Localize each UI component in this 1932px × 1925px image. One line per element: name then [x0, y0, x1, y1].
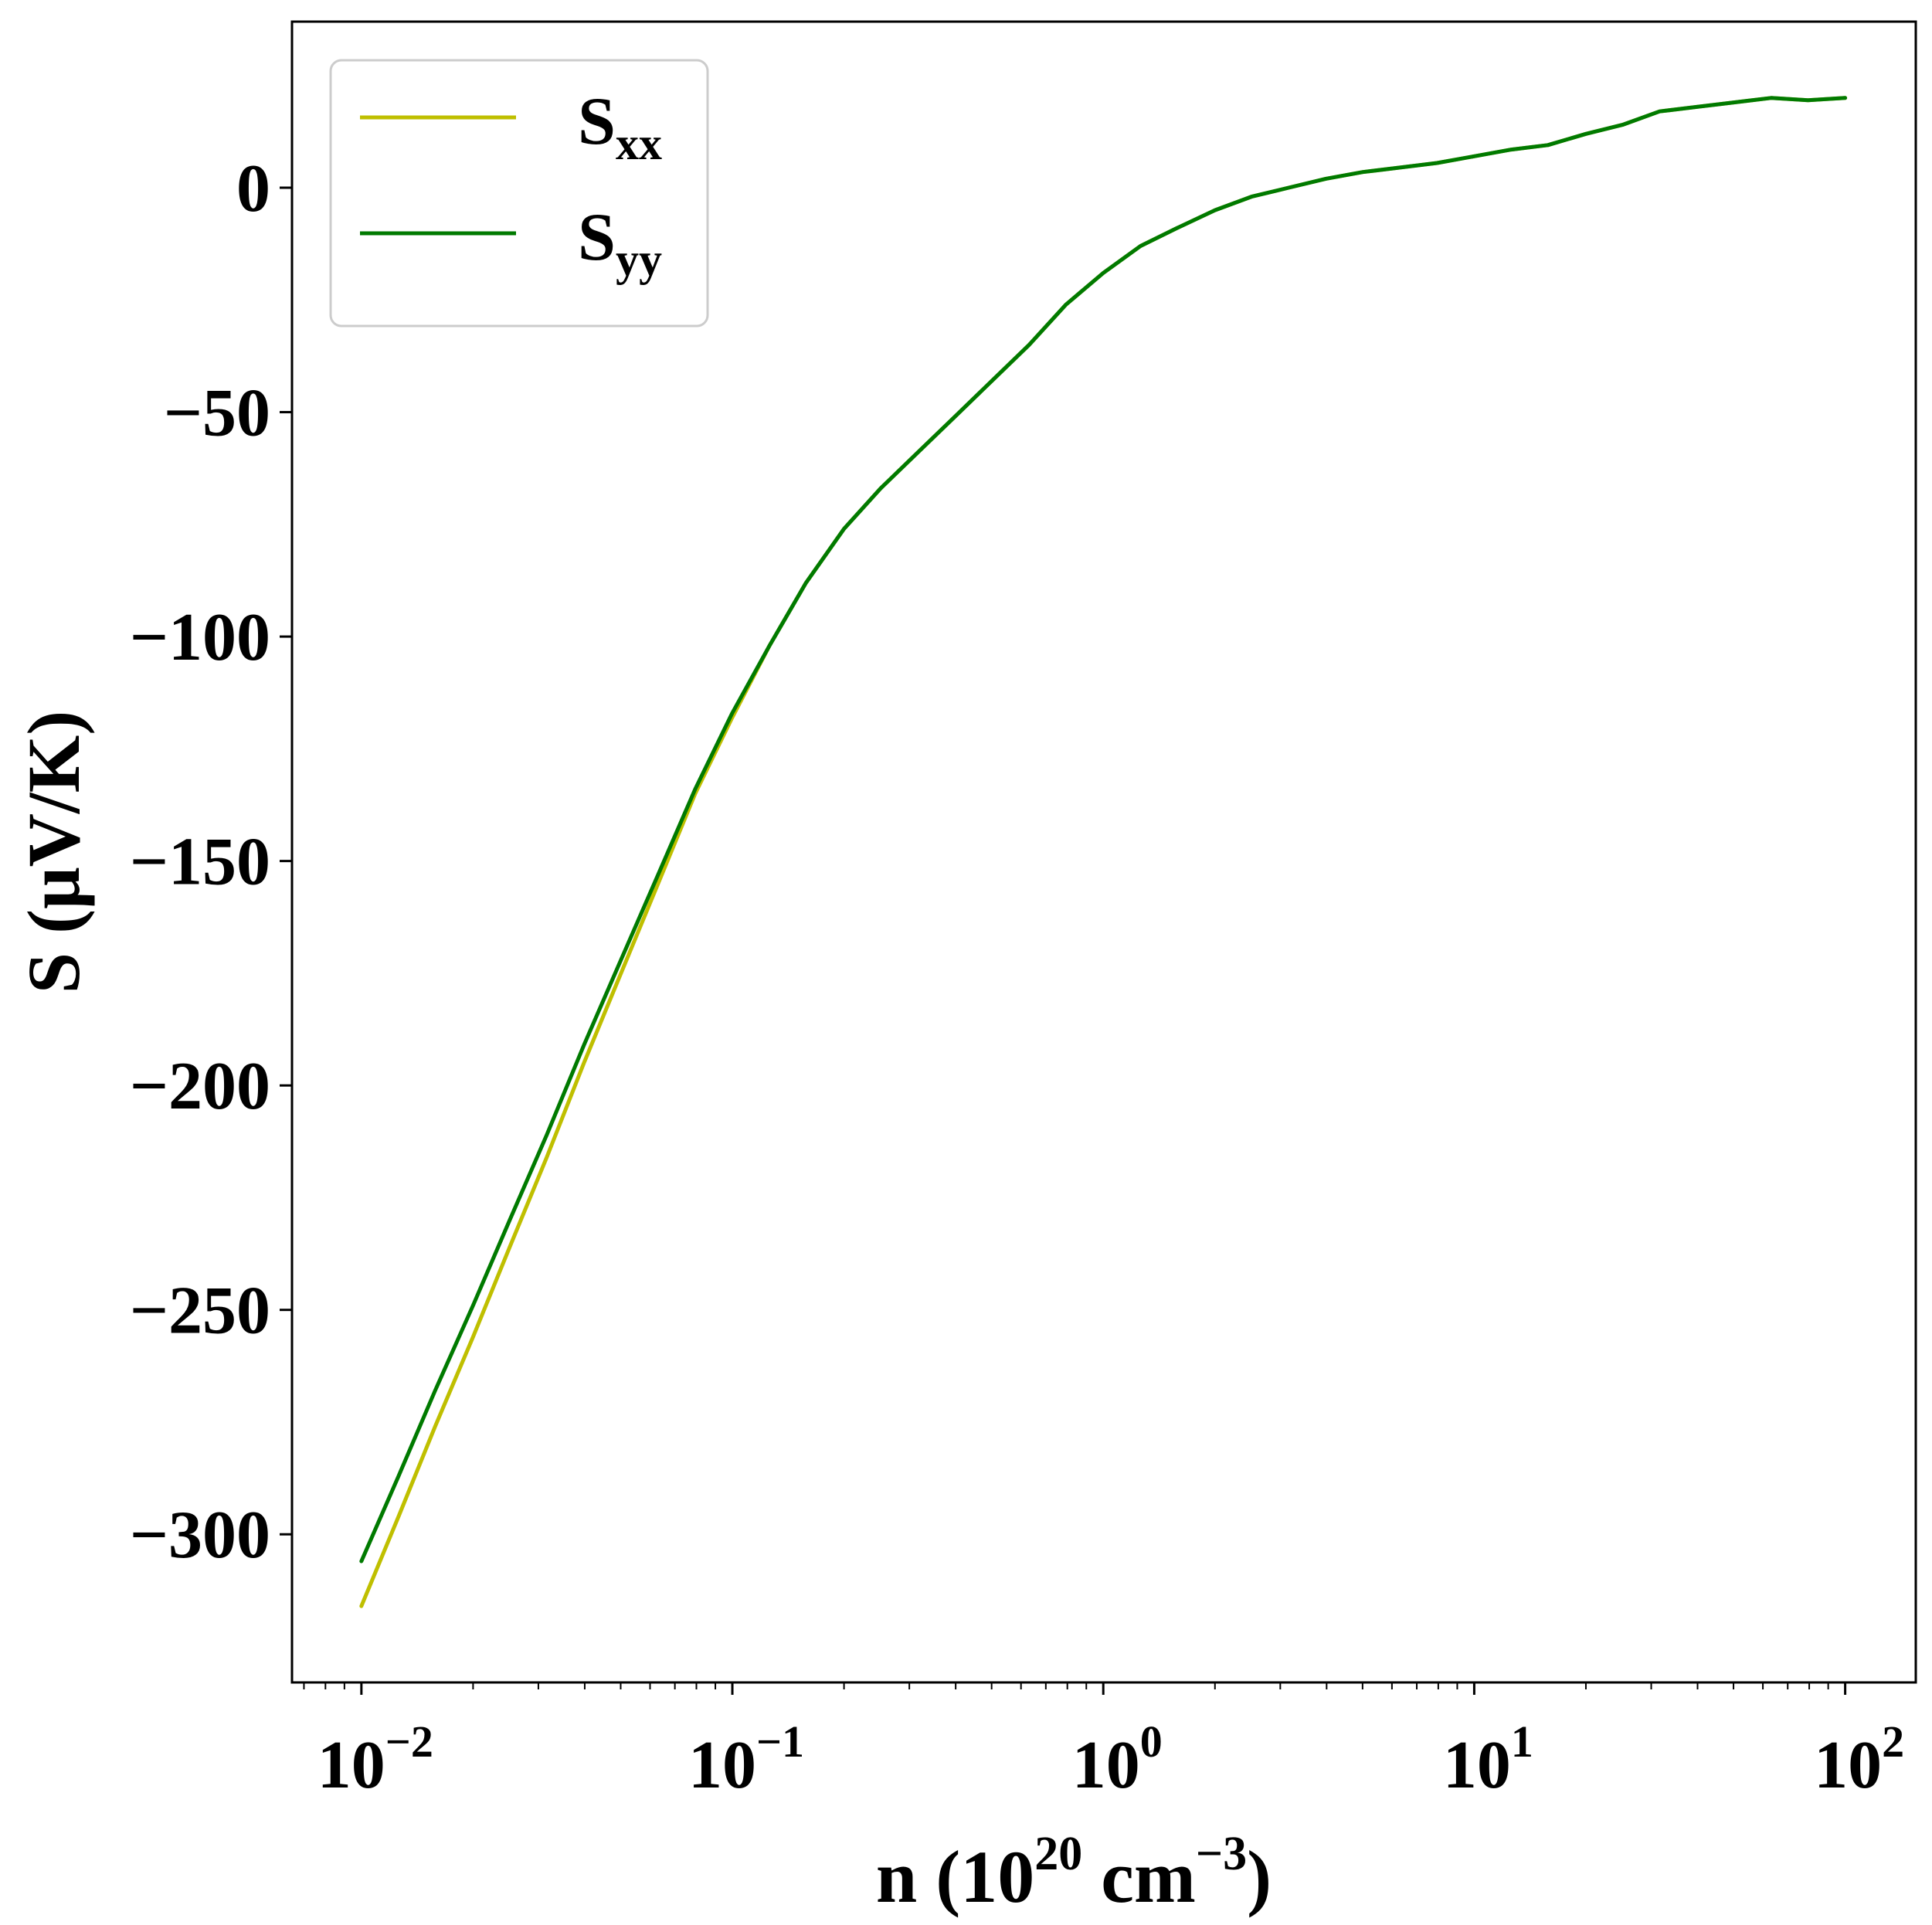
legend: Sxx Syy: [329, 59, 709, 328]
series-line-yy: [359, 96, 1848, 1563]
legend-label-syy: Syy: [578, 200, 662, 285]
y-tick-label: −150: [130, 825, 270, 900]
x-axis: 10−2 10−1 100 101 102: [303, 1682, 1904, 1803]
y-axis: 0 −50 −100 −150 −200 −250 −300: [130, 151, 292, 1573]
x-tick-label: 102: [1814, 1716, 1904, 1803]
x-tick-label: 100: [1072, 1716, 1163, 1803]
y-axis-label: S (μV/K): [12, 711, 95, 993]
y-tick-label: 0: [236, 151, 270, 226]
legend-label-sxx: Sxx: [578, 84, 662, 169]
y-tick-label: −200: [130, 1049, 270, 1124]
y-tick-label: −100: [130, 600, 270, 675]
x-tick-label: 101: [1443, 1716, 1533, 1803]
x-axis-label: n (1020 cm−3): [876, 1828, 1272, 1918]
y-tick-label: −300: [130, 1498, 270, 1573]
y-tick-label: −250: [130, 1274, 270, 1349]
legend-box: [329, 59, 709, 328]
x-tick-label: 10−2: [317, 1716, 433, 1803]
y-tick-label: −50: [164, 376, 270, 451]
series-layer: [359, 96, 1848, 1608]
x-tick-label: 10−1: [688, 1716, 804, 1803]
